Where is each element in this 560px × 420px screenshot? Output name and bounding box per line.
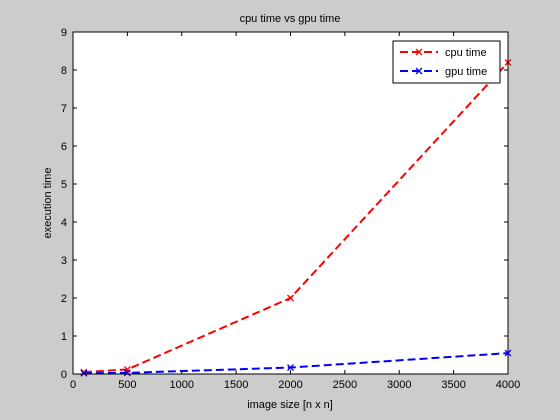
- legend-marker: [415, 48, 423, 56]
- x-axis-label: image size [n x n]: [247, 399, 333, 411]
- data-point-gpu-time: [80, 369, 88, 377]
- y-tick-label: 7: [61, 103, 67, 115]
- legend-marker: [415, 67, 423, 75]
- x-axis-ticks: 0 500 1000 1500 2000 2500 3000 3500 4000: [70, 32, 520, 391]
- y-tick-label: 8: [61, 65, 67, 77]
- y-axis-label: execution time: [42, 168, 54, 239]
- y-tick-label: 4: [61, 217, 67, 229]
- x-tick-label: 1500: [224, 379, 248, 391]
- x-tick-label: 1000: [170, 379, 194, 391]
- series-line-gpu-time: [83, 352, 509, 375]
- x-tick-label: 0: [70, 379, 76, 391]
- y-tick-label: 6: [61, 141, 67, 153]
- x-tick-label: 4000: [496, 379, 520, 391]
- legend-entry-cpu-time: cpu time: [400, 47, 487, 59]
- plot-frame: [72, 31, 509, 375]
- y-tick-label: 5: [61, 179, 67, 191]
- legend: cpu time gpu time: [392, 40, 501, 84]
- plot-area: [73, 32, 508, 374]
- y-axis-ticks: 0 1 2 3 4 5 6 7 8 9: [61, 27, 508, 381]
- data-point-gpu-time: [123, 369, 131, 377]
- legend-label: cpu time: [445, 47, 487, 59]
- data-point-gpu-time: [287, 364, 294, 371]
- series-line-cpu-time: [83, 61, 509, 374]
- legend-box: [392, 40, 501, 84]
- x-tick-label: 3500: [441, 379, 465, 391]
- x-tick-label: 2500: [333, 379, 357, 391]
- legend-label: gpu time: [445, 66, 487, 78]
- x-tick-label: 3000: [387, 379, 411, 391]
- x-tick-label: 2000: [278, 379, 302, 391]
- y-tick-label: 2: [61, 293, 67, 305]
- y-tick-label: 3: [61, 255, 67, 267]
- x-tick-label: 500: [118, 379, 136, 391]
- y-tick-label: 0: [61, 369, 67, 381]
- y-tick-label: 9: [61, 27, 67, 39]
- chart-title: cpu time vs gpu time: [240, 13, 341, 25]
- y-tick-label: 1: [61, 331, 67, 343]
- data-point-cpu-time: [287, 294, 294, 302]
- legend-entry-gpu-time: gpu time: [400, 66, 487, 78]
